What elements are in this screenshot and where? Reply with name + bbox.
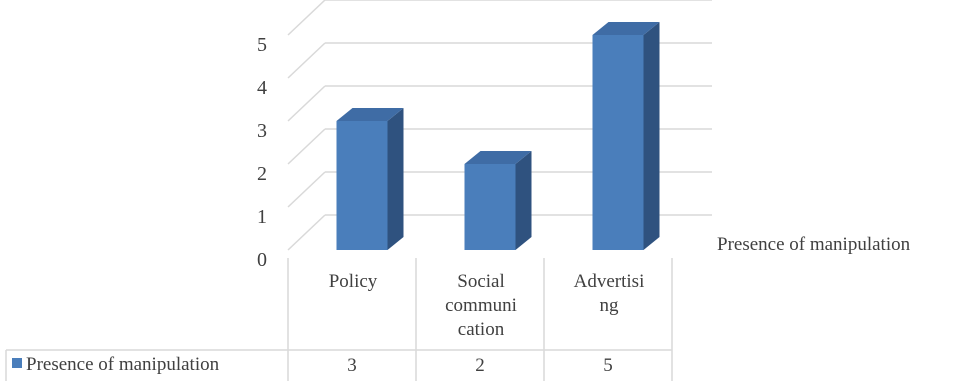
table-value: 5 bbox=[603, 355, 613, 376]
bar bbox=[336, 108, 404, 250]
series-axis-label: Presence of manipulation bbox=[717, 234, 911, 255]
y-tick-label: 0 bbox=[257, 249, 267, 271]
gridline-diagonal bbox=[287, 214, 326, 251]
y-tick-label: 4 bbox=[257, 77, 267, 99]
bar-top bbox=[592, 22, 660, 35]
y-tick-label: 3 bbox=[257, 120, 267, 142]
bar bbox=[592, 22, 660, 250]
category-label: Policy bbox=[329, 271, 378, 292]
category-label: Advertisi ng bbox=[574, 271, 645, 316]
bar-front bbox=[464, 164, 516, 250]
data-table: 3 2 5 bbox=[5, 258, 673, 381]
gridline-diagonal bbox=[287, 128, 326, 165]
bars bbox=[336, 22, 660, 250]
table-value: 3 bbox=[347, 355, 357, 376]
bar-side bbox=[387, 108, 404, 250]
legend-swatch bbox=[12, 358, 22, 368]
legend: Presence of manipulation bbox=[12, 354, 220, 375]
bar-front bbox=[336, 121, 388, 250]
legend-label: Presence of manipulation bbox=[26, 354, 220, 375]
gridline-diagonal bbox=[287, 85, 326, 122]
y-tick-label: 2 bbox=[257, 163, 267, 185]
bar-side bbox=[515, 151, 532, 250]
y-tick-label: 5 bbox=[257, 34, 267, 56]
y-axis-ticks: 0 1 2 3 4 5 bbox=[257, 34, 267, 271]
category-label: Social communi cation bbox=[445, 271, 517, 340]
bar-top bbox=[464, 151, 532, 164]
bar-front bbox=[592, 35, 644, 250]
gridline-diagonal bbox=[287, 42, 326, 79]
gridline-diagonal bbox=[287, 171, 326, 208]
category-labels: Policy Social communi cation Advertisi ng bbox=[329, 271, 645, 340]
bar bbox=[464, 151, 532, 250]
bar-side bbox=[643, 22, 660, 250]
table-value: 2 bbox=[475, 355, 485, 376]
gridline-diagonal bbox=[287, 0, 326, 36]
bar-top bbox=[336, 108, 404, 121]
y-tick-label: 1 bbox=[257, 206, 267, 228]
